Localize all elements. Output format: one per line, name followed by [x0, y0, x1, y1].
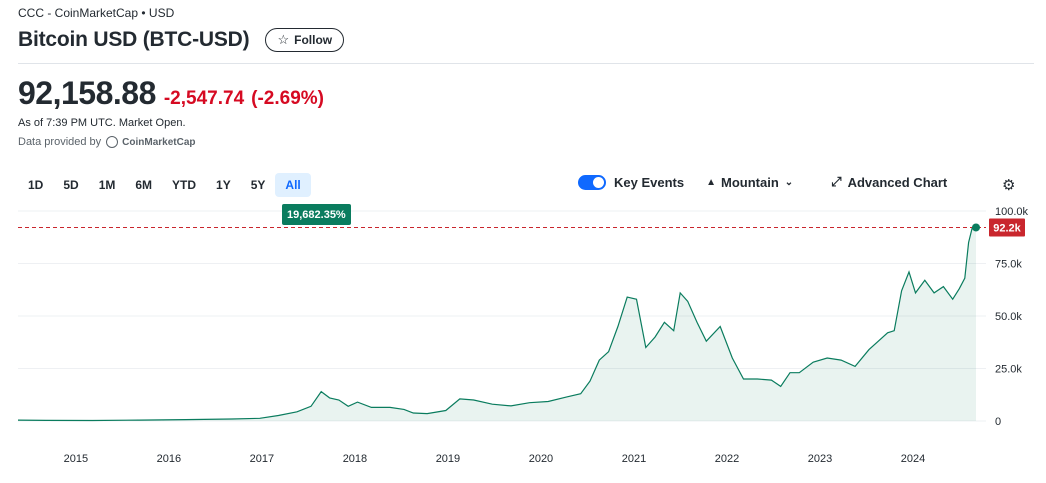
advanced-chart-button[interactable]: ⤢ Advanced Chart — [831, 174, 947, 190]
key-events-label: Key Events — [614, 174, 685, 190]
y-tick-label: 100.0k — [995, 206, 1029, 218]
follow-button[interactable]: ☆ Follow — [265, 28, 345, 52]
range-1d-button[interactable]: 1D — [28, 178, 44, 192]
range-5y-button[interactable]: 5Y — [250, 178, 266, 192]
x-tick-label: 2019 — [436, 453, 460, 465]
range-6m-button[interactable]: 6M — [135, 178, 153, 192]
header-divider — [18, 63, 1034, 64]
expand-icon: ⤢ — [831, 174, 842, 189]
price-row: 92,158.88 -2,547.74 (-2.69%) — [18, 75, 324, 112]
x-tick-label: 2016 — [157, 453, 181, 465]
follow-label: Follow — [294, 33, 333, 47]
x-tick-label: 2015 — [64, 453, 88, 465]
range-all-button[interactable]: All — [275, 173, 311, 197]
range-1m-button[interactable]: 1M — [98, 178, 116, 192]
toggle-switch[interactable] — [578, 174, 606, 190]
key-events-toggle[interactable]: Key Events — [578, 174, 685, 190]
breadcrumb: CCC - CoinMarketCap • USD — [18, 6, 175, 20]
price-change-percent: (-2.69%) — [251, 88, 325, 109]
x-tick-label: 2024 — [901, 453, 925, 465]
range-selector: 1D 5D 1M 6M YTD 1Y 5Y All — [18, 173, 311, 197]
x-tick-label: 2017 — [250, 453, 274, 465]
y-tick-label: 50.0k — [995, 311, 1022, 323]
as-of-time: As of 7:39 PM UTC. Market Open. — [18, 117, 186, 129]
star-icon: ☆ — [277, 32, 290, 47]
price-change: -2,547.74 — [163, 88, 245, 109]
chevron-down-icon: ⌄ — [784, 176, 794, 188]
current-price: 92,158.88 — [18, 75, 156, 111]
range-5d-button[interactable]: 5D — [63, 178, 79, 192]
y-tick-label: 75.0k — [995, 259, 1022, 271]
price-line — [17, 226, 976, 422]
page-title: Bitcoin USD (BTC-USD) — [18, 28, 250, 51]
price-area — [18, 227, 976, 421]
current-price-dot — [972, 223, 980, 232]
x-tick-label: 2018 — [343, 453, 367, 465]
toggle-knob — [593, 176, 604, 188]
mountain-icon: ▲ — [706, 176, 716, 188]
coinmarketcap-logo-icon — [106, 136, 119, 148]
provider-prefix: Data provided by — [18, 136, 102, 148]
range-1y-button[interactable]: 1Y — [216, 178, 231, 192]
y-tick-label: 0 — [995, 416, 1001, 428]
data-provider: Data provided by CoinMarketCap — [18, 136, 196, 148]
gear-icon[interactable]: ⚙ — [1002, 177, 1016, 194]
chart-style-dropdown[interactable]: ▲ Mountain ⌄ — [706, 175, 793, 190]
x-tick-label: 2022 — [715, 453, 739, 465]
chart-controls: Key Events ▲ Mountain ⌄ ⤢ Advanced Chart — [578, 174, 947, 190]
x-tick-label: 2021 — [622, 453, 646, 465]
y-tick-label: 25.0k — [995, 364, 1022, 376]
x-tick-label: 2020 — [529, 453, 553, 465]
range-ytd-button[interactable]: YTD — [172, 178, 197, 192]
current-price-tag-label: 92.2k — [993, 222, 1021, 234]
chart-style-label: Mountain — [721, 174, 779, 190]
advanced-chart-label: Advanced Chart — [847, 174, 948, 190]
provider-name: CoinMarketCap — [122, 136, 196, 148]
x-tick-label: 2023 — [808, 453, 832, 465]
current-price-tag — [989, 218, 1025, 237]
title-row: Bitcoin USD (BTC-USD) ☆ Follow — [18, 28, 345, 52]
period-change-badge: 19,682.35% — [282, 204, 351, 225]
